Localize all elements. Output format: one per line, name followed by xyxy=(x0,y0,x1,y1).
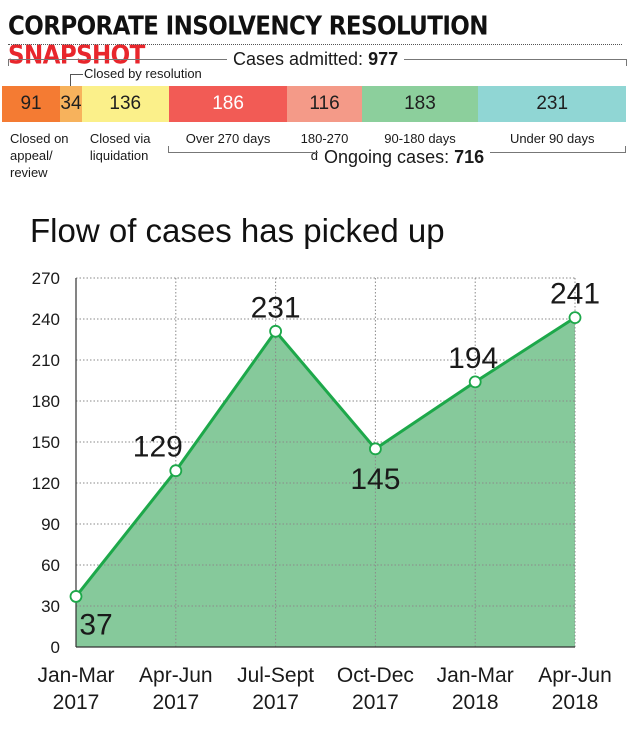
y-tick-label: 120 xyxy=(32,474,60,493)
y-tick-label: 150 xyxy=(32,433,60,452)
cases-breakdown-bar: 91 34 136 186 116 183 231 xyxy=(2,86,626,122)
cases-admitted-label: Cases admitted: xyxy=(233,49,364,69)
data-point xyxy=(468,375,482,389)
data-label: 37 xyxy=(79,608,112,641)
data-point xyxy=(368,442,382,456)
y-tick-label: 180 xyxy=(32,392,60,411)
title-divider xyxy=(8,44,622,45)
bar-segment: 136 xyxy=(81,86,169,122)
data-point xyxy=(269,324,283,338)
bar-segment: 183 xyxy=(361,86,479,122)
x-tick-label: Apr-Jun 2018 xyxy=(538,664,612,714)
ongoing-cases-label: Ongoing cases: xyxy=(324,147,450,167)
bar-segment-label: Under 90 days xyxy=(509,131,595,146)
y-tick-label: 0 xyxy=(51,638,60,657)
x-tick-label: Oct-Dec 2017 xyxy=(337,664,414,714)
bar-segment-value: 231 xyxy=(536,93,569,114)
data-label: 231 xyxy=(251,291,301,324)
y-tick-label: 240 xyxy=(32,310,60,329)
x-tick-label: Jan-Mar 2018 xyxy=(437,664,514,714)
closed-by-resolution-leader xyxy=(70,74,83,87)
bar-segment-value: 186 xyxy=(212,93,244,114)
data-label: 129 xyxy=(133,431,183,464)
data-point xyxy=(169,464,183,478)
bar-segment: 34 xyxy=(60,86,82,122)
x-tick-label: Jan-Mar 2017 xyxy=(37,664,114,714)
y-tick-label: 90 xyxy=(41,515,60,534)
chart-title: Flow of cases has picked up xyxy=(30,212,445,249)
y-tick-label: 30 xyxy=(41,597,60,616)
bar-segment-label: Closed on appeal/ review xyxy=(10,131,69,180)
bar-segment-label: Closed via liquidation xyxy=(89,131,151,163)
bar-segment: 116 xyxy=(287,86,362,122)
bar-segment-value: 34 xyxy=(60,93,82,114)
bar-segment-value: 91 xyxy=(20,93,42,114)
title-accent: SNAPSHOT xyxy=(8,41,145,71)
data-point xyxy=(69,590,83,603)
cases-admitted-value: 977 xyxy=(368,49,399,69)
bar-segment-value: 116 xyxy=(309,93,340,114)
x-tick-label: Jul-Sept 2017 xyxy=(237,664,314,714)
page-title: CORPORATE INSOLVENCY RESOLUTION SNAPSHOT xyxy=(8,12,630,70)
data-label: 194 xyxy=(448,342,498,375)
ongoing-cases-value: 716 xyxy=(454,147,485,167)
bar-segment-label: Over 270 days xyxy=(185,131,271,146)
bar-segment-label: 90-180 days xyxy=(384,131,456,146)
data-point xyxy=(568,311,582,325)
y-tick-label: 210 xyxy=(32,351,60,370)
bar-segment-value: 183 xyxy=(404,93,436,114)
closed-by-resolution-label: Closed by resolution xyxy=(84,66,202,81)
bar-segment: 186 xyxy=(168,86,288,122)
bar-segment: 91 xyxy=(2,86,61,122)
data-label: 145 xyxy=(350,463,400,496)
ongoing-cases: Ongoing cases: 716 xyxy=(318,147,491,168)
y-tick-label: 270 xyxy=(32,269,60,288)
bar-segment-value: 136 xyxy=(109,93,142,114)
cases-admitted: Cases admitted: 977 xyxy=(227,49,405,70)
bar-segment: 231 xyxy=(478,86,626,122)
x-tick-label: Apr-Jun 2017 xyxy=(139,664,213,714)
title-main: CORPORATE INSOLVENCY RESOLUTION xyxy=(8,12,489,42)
series-line xyxy=(74,316,576,598)
data-label: 241 xyxy=(550,278,600,311)
y-tick-label: 60 xyxy=(41,556,60,575)
